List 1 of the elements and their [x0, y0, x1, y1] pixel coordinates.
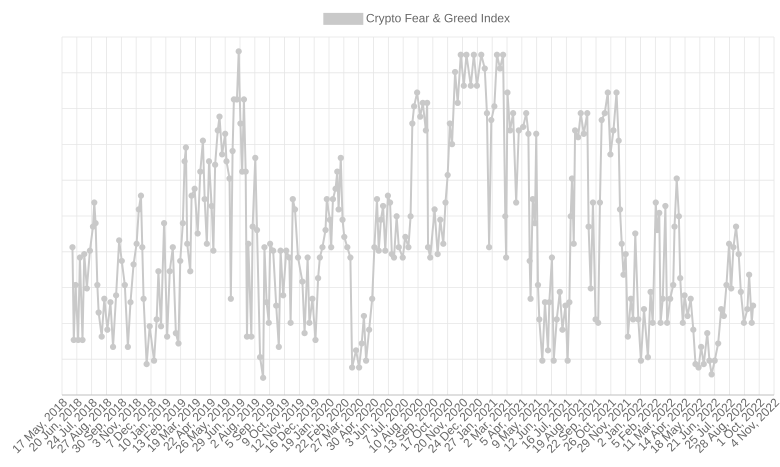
legend-label: Crypto Fear & Greed Index: [366, 14, 510, 25]
